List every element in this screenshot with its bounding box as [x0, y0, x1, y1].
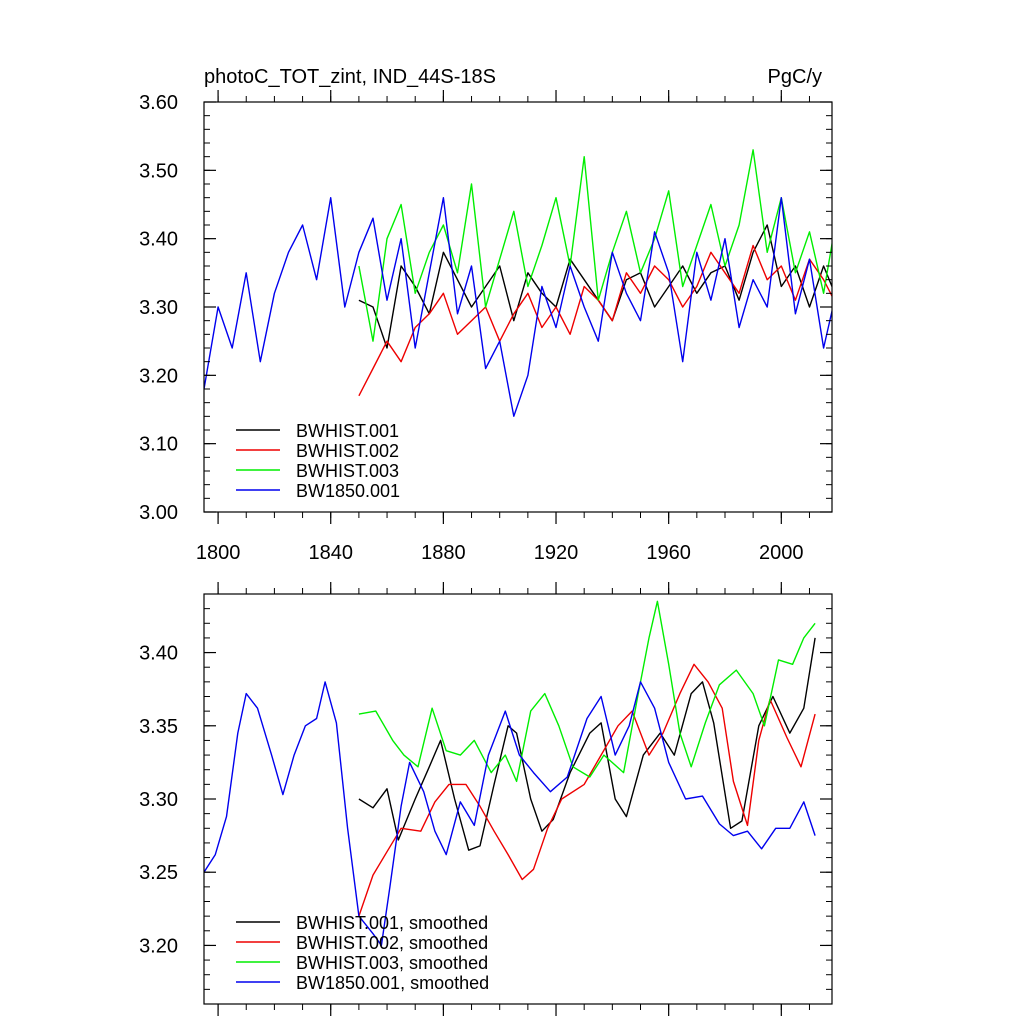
series-line-bwhist-001 [358, 224, 832, 349]
y-tick-label: 3.40 [139, 229, 178, 251]
x-tick-label: 1880 [421, 542, 466, 564]
series-line-bwhist-003 [358, 149, 832, 342]
y-tick-label: 3.30 [139, 789, 178, 811]
y-tick-label: 3.20 [139, 365, 178, 387]
x-tick-label: 2000 [759, 542, 804, 564]
x-tick-label: 1840 [308, 542, 353, 564]
x-tick-label: 1960 [646, 542, 691, 564]
series-line-bw1850-001 [204, 196, 832, 417]
legend-label: BWHIST.002, smoothed [296, 933, 488, 953]
panel-2: 3.20 3.25 3.30 3.35 3.40 BWHIST.001, smoothed… [139, 582, 833, 1016]
legend-label: BW1850.001 [296, 481, 400, 501]
y-tick-label: 3.00 [139, 502, 178, 524]
series-line-bwhist-003-smoothed [358, 600, 816, 783]
y-tick-label: 3.60 [139, 92, 178, 114]
legend-label: BWHIST.003 [296, 461, 399, 481]
legend-label: BWHIST.001, smoothed [296, 913, 488, 933]
legend-label: BW1850.001, smoothed [296, 973, 489, 993]
legend-label: BWHIST.001 [296, 421, 399, 441]
units-label: PgC/y [767, 66, 822, 88]
series-line-bwhist-002 [358, 244, 832, 397]
y-tick-label: 3.50 [139, 160, 178, 182]
y-tick-label: 3.10 [139, 434, 178, 456]
chart-title: photoC_TOT_zint, IND_44S-18S [204, 66, 497, 88]
series-line-bw1850-001-smoothed [204, 681, 816, 947]
series-line-bwhist-001-smoothed [358, 637, 816, 851]
series-group [204, 149, 832, 417]
x-tick-label: 1920 [534, 542, 579, 564]
y-tick-label: 3.40 [139, 643, 178, 665]
panel-1: 3.00 3.10 3.20 3.30 3.40 3.50 3.60 1800 1840 1880… [139, 90, 833, 564]
y-tick-label: 3.20 [139, 935, 178, 957]
series-line-bwhist-002-smoothed [358, 663, 816, 917]
x-tick-label: 1800 [196, 542, 241, 564]
series-group [204, 600, 816, 947]
legend-label: BWHIST.003, smoothed [296, 953, 488, 973]
legend-label: BWHIST.002 [296, 441, 399, 461]
y-tick-label: 3.35 [139, 716, 178, 738]
y-tick-label: 3.30 [139, 297, 178, 319]
y-tick-label: 3.25 [139, 862, 178, 884]
